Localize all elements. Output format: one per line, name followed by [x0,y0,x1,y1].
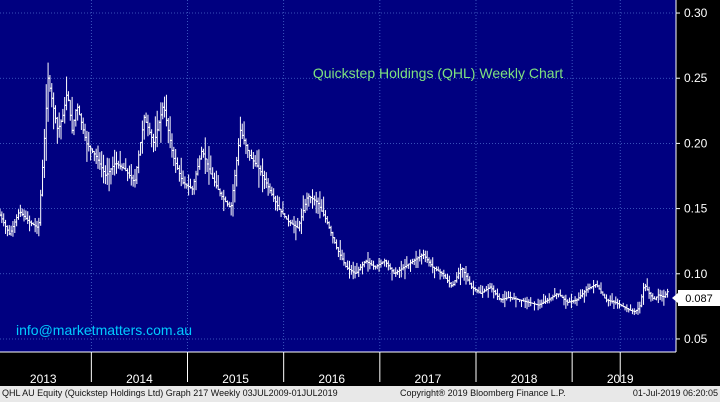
footer-security-info: QHL AU Equity (Quickstep Holdings Ltd) G… [2,388,338,398]
y-tick-label: 0.25 [684,71,708,85]
footer-copyright: Copyright® 2019 Bloomberg Finance L.P. [400,388,566,398]
last-price-label: 0.087 [685,293,713,305]
last-price-marker: 0.087 [672,290,720,306]
chart-title: Quickstep Holdings (QHL) Weekly Chart [313,65,563,81]
footer-timestamp: 01-Jul-2019 06:20:05 [632,388,718,398]
x-tick-label: 2018 [511,372,538,386]
x-tick-label: 2015 [222,372,249,386]
x-tick-label: 2016 [318,372,345,386]
price-bars [0,62,670,316]
x-tick-label: 2013 [30,372,57,386]
y-tick-label: 0.05 [684,332,708,346]
axis-strip-right [676,0,720,386]
y-tick-label: 0.10 [684,267,708,281]
y-tick-label: 0.15 [684,202,708,216]
y-tick-label: 0.30 [684,6,708,20]
chart-annotation-email: info@marketmatters.com.au [16,322,192,338]
x-tick-label: 2019 [607,372,634,386]
axis-strip-bottom [0,352,676,386]
y-axis: 0.30 0.25 0.20 0.15 0.10 0.05 [676,6,708,346]
x-tick-label: 2014 [126,372,153,386]
footer-bar: QHL AU Equity (Quickstep Holdings Ltd) G… [0,386,720,402]
y-tick-label: 0.20 [684,136,708,150]
x-tick-label: 2017 [415,372,442,386]
plot-background [0,0,676,352]
x-axis: 2013 2014 2015 2016 2017 2018 2019 [30,352,634,386]
